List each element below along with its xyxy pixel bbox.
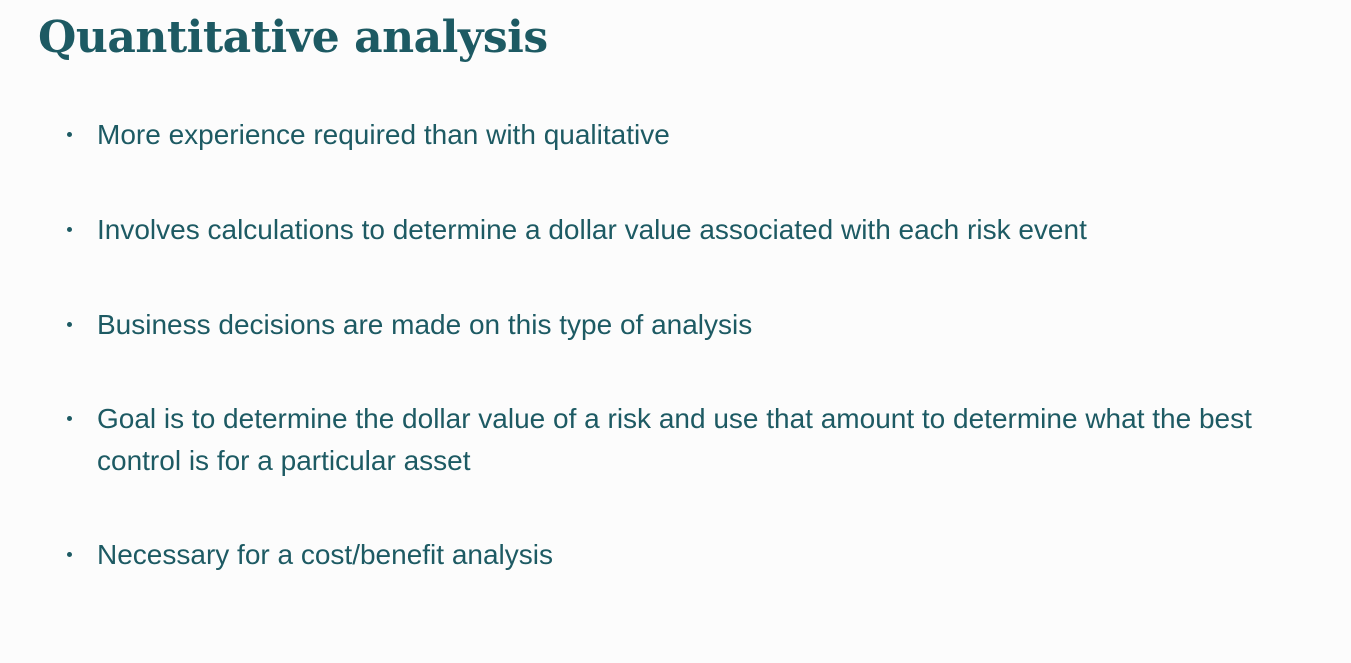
- bullet-text: Involves calculations to determine a dol…: [97, 214, 1087, 245]
- bullet-item: More experience required than with quali…: [67, 114, 1327, 156]
- bullet-item: Involves calculations to determine a dol…: [67, 209, 1327, 251]
- bullet-item: Necessary for a cost/benefit analysis: [67, 534, 1327, 576]
- bullet-text: Necessary for a cost/benefit analysis: [97, 539, 553, 570]
- bullet-text: Goal is to determine the dollar value of…: [97, 403, 1252, 476]
- bullet-dot-icon: [67, 227, 72, 232]
- bullet-text: Business decisions are made on this type…: [97, 309, 753, 340]
- bullet-dot-icon: [67, 132, 72, 137]
- slide-title: Quantitative analysis: [38, 12, 548, 63]
- bullet-item: Business decisions are made on this type…: [67, 304, 1327, 346]
- bullet-dot-icon: [67, 552, 72, 557]
- bullet-item: Goal is to determine the dollar value of…: [67, 398, 1327, 482]
- bullet-text: More experience required than with quali…: [97, 119, 670, 150]
- bullet-dot-icon: [67, 416, 72, 421]
- bullet-dot-icon: [67, 322, 72, 327]
